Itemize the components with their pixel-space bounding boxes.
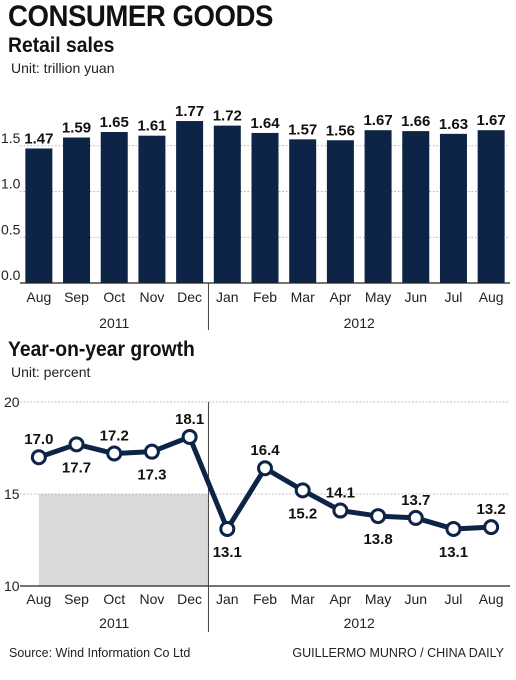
- line-x-tick-label: Feb: [253, 591, 277, 607]
- bar-value-label: 1.77: [175, 103, 204, 120]
- bar: [402, 131, 430, 283]
- credit-note: GUILLERMO MUNRO / CHINA DAILY: [292, 646, 504, 660]
- bar: [63, 137, 91, 283]
- bar-x-tick-label: Jul: [445, 289, 463, 305]
- bar-value-label: 1.67: [363, 112, 392, 129]
- line-point: [181, 428, 198, 445]
- line-x-tick-label: Sep: [64, 591, 89, 607]
- bar-x-tick-label: Nov: [139, 289, 164, 305]
- line-value-label: 17.0: [24, 431, 53, 448]
- retail-chart-unit: Unit: trillion yuan: [11, 60, 115, 76]
- bar: [364, 130, 392, 283]
- line-value-label: 13.1: [439, 544, 468, 561]
- bar-x-tick-label: Oct: [103, 289, 125, 305]
- bar-x-tick-label: Dec: [177, 289, 202, 305]
- line-value-label: 17.2: [100, 428, 129, 445]
- line-y-tick-label: 15: [4, 486, 20, 502]
- line-x-tick-label: Jan: [216, 591, 239, 607]
- bar-value-label: 1.56: [326, 122, 355, 139]
- bar-x-tick-label: Jan: [216, 289, 239, 305]
- line-point: [143, 443, 160, 460]
- line-value-label: 14.1: [326, 485, 355, 502]
- line-x-tick-label: Dec: [177, 591, 202, 607]
- line-point: [370, 508, 387, 525]
- line-point: [332, 502, 349, 519]
- bar-value-label: 1.67: [477, 112, 506, 129]
- line-y-tick-label: 20: [4, 394, 20, 410]
- bar-value-label: 1.66: [401, 113, 430, 130]
- line-year-label: 2012: [344, 615, 375, 631]
- bar-x-tick-label: Aug: [479, 289, 504, 305]
- line-year-label: 2011: [99, 615, 129, 631]
- line-point: [30, 449, 47, 466]
- bar-x-tick-label: Mar: [291, 289, 315, 305]
- bar-year-label: 2012: [344, 315, 375, 331]
- bar-y-tick-label: 1.5: [1, 130, 21, 146]
- retail-chart-title: Retail sales: [8, 34, 115, 57]
- line-point: [407, 509, 424, 526]
- bar-x-tick-label: Sep: [64, 289, 89, 305]
- bar-value-label: 1.63: [439, 116, 468, 133]
- bar: [439, 133, 467, 283]
- line-point: [483, 519, 500, 536]
- bar-value-label: 1.72: [213, 108, 242, 125]
- bar-y-tick-label: 0.0: [1, 267, 21, 283]
- bar-year-label: 2011: [99, 315, 129, 331]
- shaded-area-2011: [38, 494, 209, 586]
- bar-value-label: 1.47: [24, 130, 53, 147]
- bar: [326, 140, 354, 283]
- bar-value-label: 1.64: [250, 115, 280, 132]
- line-point: [68, 436, 85, 453]
- bar: [477, 130, 505, 283]
- bar-x-tick-label: Feb: [253, 289, 277, 305]
- line-point: [106, 445, 123, 462]
- bar: [25, 148, 53, 283]
- bar-value-label: 1.57: [288, 121, 317, 138]
- source-note: Source: Wind Information Co Ltd: [9, 646, 191, 660]
- line-x-tick-label: Oct: [103, 591, 125, 607]
- bar-x-tick-label: Jun: [404, 289, 427, 305]
- line-value-label: 17.7: [62, 459, 91, 476]
- line-value-label: 16.4: [250, 442, 280, 459]
- line-point: [257, 460, 273, 477]
- line-value-label: 13.2: [477, 501, 506, 518]
- bar: [138, 135, 166, 283]
- bar-y-tick-label: 1.0: [1, 176, 21, 192]
- bar-x-tick-label: Aug: [26, 289, 51, 305]
- growth-chart-unit: Unit: percent: [11, 364, 91, 380]
- line-x-tick-label: Jun: [404, 591, 427, 607]
- bar-value-label: 1.61: [137, 118, 166, 135]
- bar: [289, 139, 317, 283]
- line-x-tick-label: May: [365, 591, 391, 607]
- bar-x-tick-label: Apr: [329, 289, 351, 305]
- line-point: [219, 520, 236, 537]
- bar: [100, 132, 128, 283]
- bar: [213, 125, 241, 284]
- line-x-tick-label: Apr: [329, 591, 351, 607]
- bar: [251, 132, 279, 283]
- page-title: CONSUMER GOODS: [8, 0, 273, 33]
- bar-value-label: 1.59: [62, 120, 91, 137]
- line-value-label: 13.7: [401, 492, 430, 509]
- line-x-tick-label: Mar: [291, 591, 315, 607]
- bar: [176, 121, 204, 283]
- line-x-tick-label: Aug: [479, 591, 504, 607]
- line-value-label: 13.1: [213, 544, 242, 561]
- line-point: [445, 520, 462, 537]
- growth-chart-title: Year-on-year growth: [8, 338, 195, 361]
- line-value-label: 13.8: [363, 531, 392, 548]
- line-x-tick-label: Aug: [26, 591, 51, 607]
- line-point: [294, 482, 311, 499]
- line-y-tick-label: 10: [4, 578, 20, 594]
- bar-y-tick-label: 0.5: [1, 221, 21, 237]
- line-value-label: 15.2: [288, 505, 317, 522]
- line-value-label: 18.1: [175, 411, 204, 428]
- bar-value-label: 1.65: [100, 114, 129, 131]
- line-value-label: 17.3: [137, 467, 166, 484]
- line-x-tick-label: Nov: [139, 591, 164, 607]
- line-x-tick-label: Jul: [445, 591, 463, 607]
- bar-x-tick-label: May: [365, 289, 391, 305]
